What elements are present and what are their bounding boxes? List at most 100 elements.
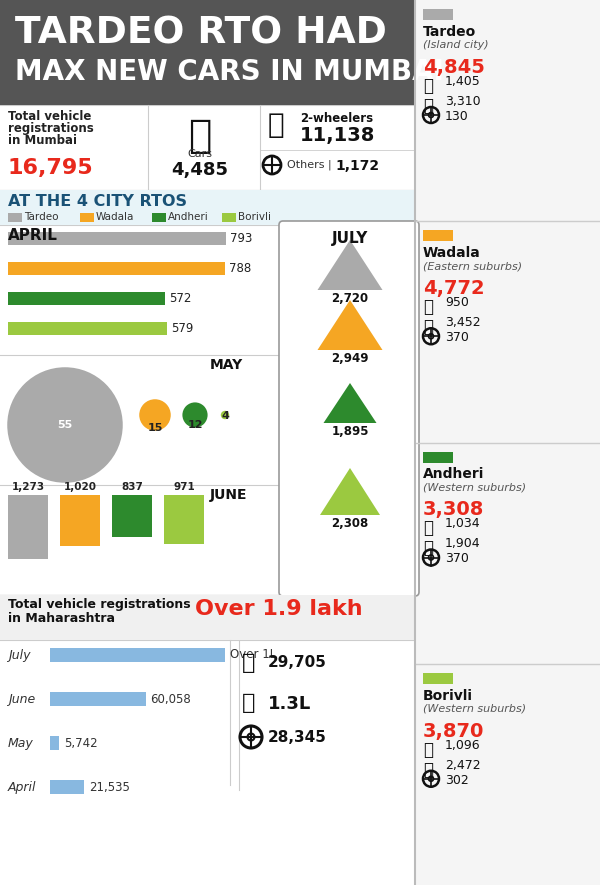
Circle shape: [139, 399, 171, 431]
Text: 1,034: 1,034: [445, 518, 481, 530]
Text: 21,535: 21,535: [89, 781, 130, 794]
Text: Over 1L: Over 1L: [230, 649, 276, 661]
Text: Andheri: Andheri: [423, 467, 484, 481]
Polygon shape: [323, 383, 377, 423]
Text: 3,870: 3,870: [423, 722, 484, 741]
Text: 3,452: 3,452: [445, 316, 481, 329]
Polygon shape: [317, 300, 383, 350]
Text: 🏍: 🏍: [423, 540, 433, 558]
Text: Cars: Cars: [187, 149, 212, 159]
Bar: [8, 213, 22, 222]
Text: 370: 370: [445, 331, 469, 344]
Text: 2,472: 2,472: [445, 758, 481, 772]
Text: 3,310: 3,310: [445, 95, 481, 108]
Text: 🚗: 🚗: [423, 77, 433, 95]
Text: (Western suburbs): (Western suburbs): [423, 704, 526, 713]
Text: (Island city): (Island city): [423, 40, 488, 50]
Text: Others |: Others |: [287, 159, 332, 170]
Bar: [50, 780, 84, 794]
Bar: [222, 213, 236, 222]
Text: MAX NEW CARS IN MUMBAI: MAX NEW CARS IN MUMBAI: [15, 58, 444, 86]
Text: 1,096: 1,096: [445, 739, 481, 751]
Text: Over 1.9 lakh: Over 1.9 lakh: [195, 599, 362, 619]
Text: 971: 971: [173, 482, 195, 492]
Bar: [0, 595, 415, 640]
Text: 1,020: 1,020: [64, 482, 97, 492]
Text: 4,772: 4,772: [423, 280, 485, 298]
Bar: [164, 495, 204, 543]
Text: 4: 4: [221, 412, 229, 421]
Text: 4,485: 4,485: [172, 161, 229, 179]
Bar: [50, 648, 225, 662]
Text: 60,058: 60,058: [151, 692, 191, 705]
Text: 🏍: 🏍: [242, 693, 256, 713]
Text: 3,308: 3,308: [423, 501, 484, 519]
Bar: [8, 262, 224, 275]
Circle shape: [7, 367, 123, 482]
Bar: [423, 451, 453, 463]
Text: 579: 579: [171, 322, 194, 335]
Text: 1,904: 1,904: [445, 537, 481, 550]
Text: in Maharashtra: in Maharashtra: [8, 612, 115, 625]
Text: (Western suburbs): (Western suburbs): [423, 482, 526, 492]
Text: July: July: [8, 649, 31, 661]
Bar: [60, 495, 100, 546]
Text: Borivli: Borivli: [238, 212, 271, 222]
Bar: [8, 292, 165, 305]
Text: (Eastern suburbs): (Eastern suburbs): [423, 261, 522, 271]
Bar: [415, 0, 600, 885]
Text: in Mumbai: in Mumbai: [8, 134, 77, 147]
Text: 950: 950: [445, 296, 469, 309]
Text: April: April: [8, 781, 37, 794]
Bar: [50, 692, 146, 706]
Bar: [80, 213, 94, 222]
Bar: [0, 190, 415, 225]
Text: 🚗: 🚗: [423, 298, 433, 316]
Text: 2-wheelers: 2-wheelers: [300, 112, 373, 125]
Text: 1,895: 1,895: [331, 425, 369, 438]
Text: 🏍: 🏍: [423, 97, 433, 115]
Bar: [112, 495, 152, 537]
Text: JULY: JULY: [332, 231, 368, 246]
Text: 🚗: 🚗: [423, 741, 433, 758]
Text: 788: 788: [229, 262, 251, 275]
Text: 🚗: 🚗: [242, 653, 256, 673]
Text: 🏍: 🏍: [268, 111, 284, 139]
Text: AT THE 4 CITY RTOS: AT THE 4 CITY RTOS: [8, 194, 187, 209]
Text: June: June: [8, 692, 35, 705]
Text: TARDEO RTO HAD: TARDEO RTO HAD: [15, 15, 387, 51]
Text: 2,720: 2,720: [331, 292, 368, 305]
Text: 2,949: 2,949: [331, 352, 369, 365]
Text: Borivli: Borivli: [423, 689, 473, 703]
Text: Total vehicle: Total vehicle: [8, 110, 91, 123]
Text: Tardeo: Tardeo: [423, 25, 476, 39]
Text: Wadala: Wadala: [96, 212, 134, 222]
Text: 837: 837: [121, 482, 143, 492]
FancyBboxPatch shape: [279, 221, 419, 596]
Bar: [152, 213, 166, 222]
Text: 🏍: 🏍: [423, 319, 433, 336]
Text: 15: 15: [148, 423, 163, 433]
Text: 11,138: 11,138: [300, 126, 376, 145]
Text: 🚗: 🚗: [188, 117, 212, 155]
Text: 16,795: 16,795: [8, 158, 94, 178]
Text: MAY: MAY: [210, 358, 243, 372]
Text: Wadala: Wadala: [423, 246, 481, 260]
Text: JUNE: JUNE: [210, 488, 248, 502]
Text: registrations: registrations: [8, 122, 94, 135]
Polygon shape: [317, 240, 383, 290]
Bar: [50, 736, 59, 750]
Text: 793: 793: [230, 232, 253, 245]
Text: APRIL: APRIL: [8, 228, 58, 243]
Text: Andheri: Andheri: [168, 212, 209, 222]
Bar: [0, 0, 415, 105]
Text: 55: 55: [58, 420, 73, 430]
Text: 302: 302: [445, 773, 469, 787]
Bar: [423, 9, 453, 20]
Polygon shape: [320, 468, 380, 515]
Bar: [8, 232, 226, 245]
Text: 572: 572: [169, 292, 191, 305]
Text: May: May: [8, 736, 34, 750]
Text: 370: 370: [445, 552, 469, 566]
Text: Total vehicle registrations: Total vehicle registrations: [8, 598, 191, 611]
